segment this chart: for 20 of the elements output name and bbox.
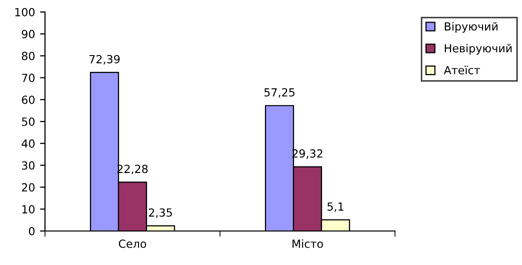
y-tick-label: 90 [22,30,35,38]
legend-label: Невіруючий [444,44,512,55]
y-tick-label: 70 [22,74,35,82]
y-tick-label: 50 [22,117,35,126]
y-tick-label: 0 [28,226,35,236]
data-label: 57,25 [264,88,294,98]
y-tick-label: 60 [22,96,35,104]
data-label: 5,1 [328,202,344,212]
data-label: 72,39 [90,54,120,64]
data-label: 2,35 [148,208,172,218]
x-tick-label: Село [118,240,146,248]
y-tick-label: 10 [22,205,35,214]
legend-label: Віруючий [444,22,498,33]
y-tick-label: 40 [22,139,35,148]
x-tick-label: Місто [292,239,323,248]
y-tick-label: 100 [15,8,35,16]
y-tick-label: 20 [22,183,35,192]
legend-label: Атеїст [444,66,480,74]
y-tick-label: 80 [22,52,35,60]
y-tick-label: 30 [22,161,35,170]
